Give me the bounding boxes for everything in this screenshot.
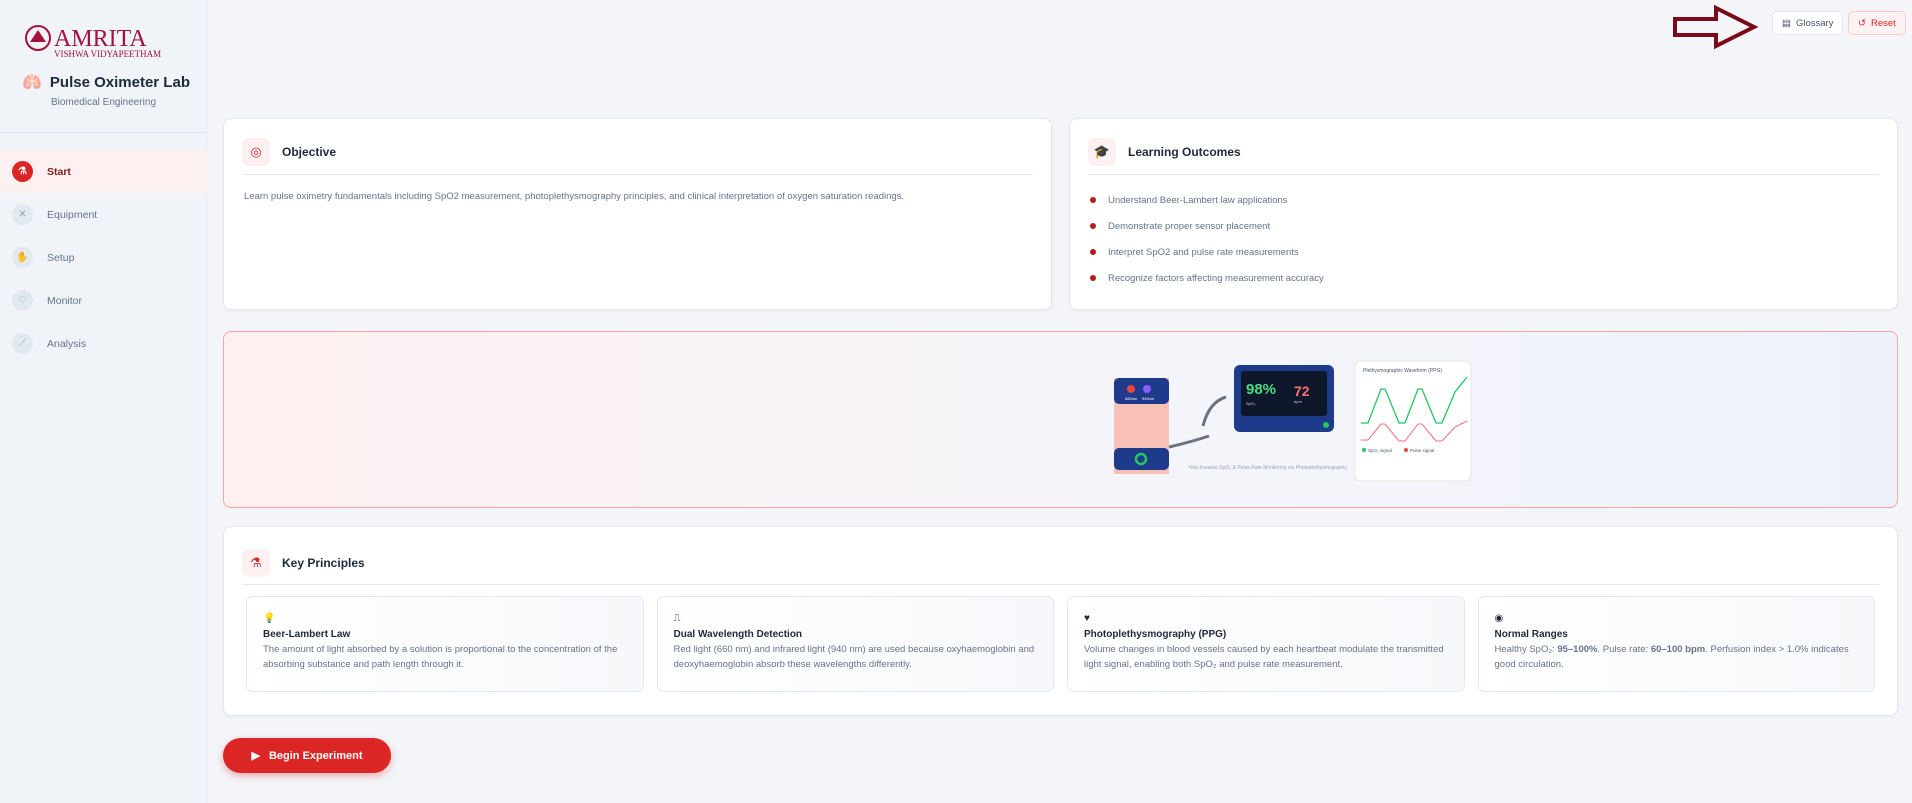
sidebar-item-equipment[interactable]: ✕ Equipment: [0, 193, 207, 236]
lungs-icon: 🫁: [22, 74, 42, 91]
outcome-item: Demonstrate proper sensor placement: [1090, 213, 1877, 239]
sidebar: AMRITA VISHWA VIDYAPEETHAM 🫁 Pulse Oximet…: [0, 0, 207, 803]
svg-text:bpm: bpm: [1294, 399, 1302, 404]
outcome-item: Understand Beer-Lambert law applications: [1090, 187, 1877, 213]
svg-text:660nm: 660nm: [1125, 396, 1138, 401]
outcome-item: Interpret SpO2 and pulse rate measuremen…: [1090, 239, 1877, 265]
svg-text:SpO₂: SpO₂: [1246, 401, 1256, 406]
flask-icon: ⚗: [12, 161, 33, 182]
target-icon: ◎: [242, 137, 270, 166]
svg-text:VISHWA VIDYAPEETHAM: VISHWA VIDYAPEETHAM: [54, 49, 161, 59]
nav-label: Start: [47, 165, 71, 178]
sidebar-item-start[interactable]: ⚗ Start: [0, 150, 207, 193]
svg-text:98%: 98%: [1246, 381, 1276, 398]
nav-label: Analysis: [47, 337, 87, 350]
sidebar-item-monitor[interactable]: ♡ Monitor: [0, 279, 207, 322]
objective-text: Learn pulse oximetry fundamentals includ…: [244, 191, 905, 202]
svg-text:72: 72: [1294, 383, 1310, 399]
begin-experiment-button[interactable]: ▶ Begin Experiment: [223, 738, 391, 773]
play-icon: ▶: [251, 750, 260, 762]
glossary-label: Glossary: [1795, 17, 1834, 29]
sidebar-divider: [0, 132, 207, 133]
svg-text:940nm: 940nm: [1142, 396, 1155, 401]
objective-card: ◎ Objective Learn pulse oximetry fundamen…: [223, 118, 1052, 310]
principle-card: ⎍ Dual Wavelength Detection Red light (660…: [656, 596, 1054, 692]
svg-text:SpO₂ signal: SpO₂ signal: [1368, 448, 1392, 453]
lightbulb-icon: 💡: [263, 613, 276, 624]
lab-title: 🫁 Pulse Oximeter Lab: [22, 72, 190, 92]
sidebar-item-analysis[interactable]: ⟋ Analysis: [0, 322, 207, 365]
nav-label: Setup: [47, 251, 75, 264]
book-icon: ▤: [1782, 17, 1791, 29]
undo-icon: ↺: [1858, 17, 1866, 29]
principle-card: ♥ Photoplethysmography (PPG) Volume change…: [1067, 596, 1465, 692]
principle-card: 💡 Beer-Lambert Law The amount of light abs…: [246, 596, 644, 692]
objective-title: Objective: [282, 144, 337, 159]
begin-label: Begin Experiment: [268, 749, 363, 762]
flask-icon: ⚗: [242, 548, 270, 577]
outcomes-title: Learning Outcomes: [1128, 144, 1241, 159]
gauge-icon: ◉: [1494, 613, 1504, 624]
principle-card: ◉ Normal Ranges Healthy SpO₂: 95–100%. Pul…: [1477, 596, 1875, 692]
nav-label: Monitor: [47, 294, 83, 307]
svg-text:Plethysmographic Waveform (PPG: Plethysmographic Waveform (PPG): [1363, 368, 1442, 374]
glossary-button[interactable]: ▤ Glossary: [1772, 11, 1844, 35]
principles-title: Key Principles: [282, 555, 365, 570]
wave-square-icon: ⎍: [673, 613, 681, 624]
key-principles-card: ⚗ Key Principles 💡 Beer-Lambert Law The amo…: [223, 526, 1898, 716]
outcome-item: Recognize factors affecting measurement …: [1090, 265, 1877, 291]
svg-text:Pulse signal: Pulse signal: [1410, 448, 1434, 453]
heart-pulse-icon: ♥: [1084, 613, 1090, 624]
illustration-caption: Non-invasive SpO₂ & Pulse Rate Monitorin…: [1189, 465, 1347, 471]
annotation-arrow-icon: [1673, 5, 1758, 49]
chart-line-icon: ⟋: [12, 333, 33, 354]
tools-icon: ✕: [12, 204, 33, 225]
sidebar-item-setup[interactable]: ✋ Setup: [0, 236, 207, 279]
lab-title-text: Pulse Oximeter Lab: [49, 73, 190, 91]
svg-text:AMRITA: AMRITA: [54, 26, 147, 52]
heart-pulse-icon: ♡: [12, 290, 33, 311]
amrita-logo: AMRITA VISHWA VIDYAPEETHAM: [25, 25, 161, 59]
graduation-cap-icon: 🎓: [1088, 137, 1116, 166]
nav-label: Equipment: [47, 208, 98, 221]
pulse-oximeter-illustration: 660nm 940nm 98% SpO₂ 72 bpm Plethysmograp…: [223, 331, 1898, 508]
reset-label: Reset: [1870, 17, 1896, 29]
hand-icon: ✋: [12, 247, 33, 268]
learning-outcomes-card: 🎓 Learning Outcomes Understand Beer-Lambe…: [1069, 118, 1898, 310]
lab-subtitle: Biomedical Engineering: [50, 97, 157, 108]
sidebar-nav: ⚗ Start ✕ Equipment ✋ Setup ♡ Monitor ⟋ Analy…: [0, 150, 207, 365]
reset-button[interactable]: ↺ Reset: [1848, 11, 1906, 35]
